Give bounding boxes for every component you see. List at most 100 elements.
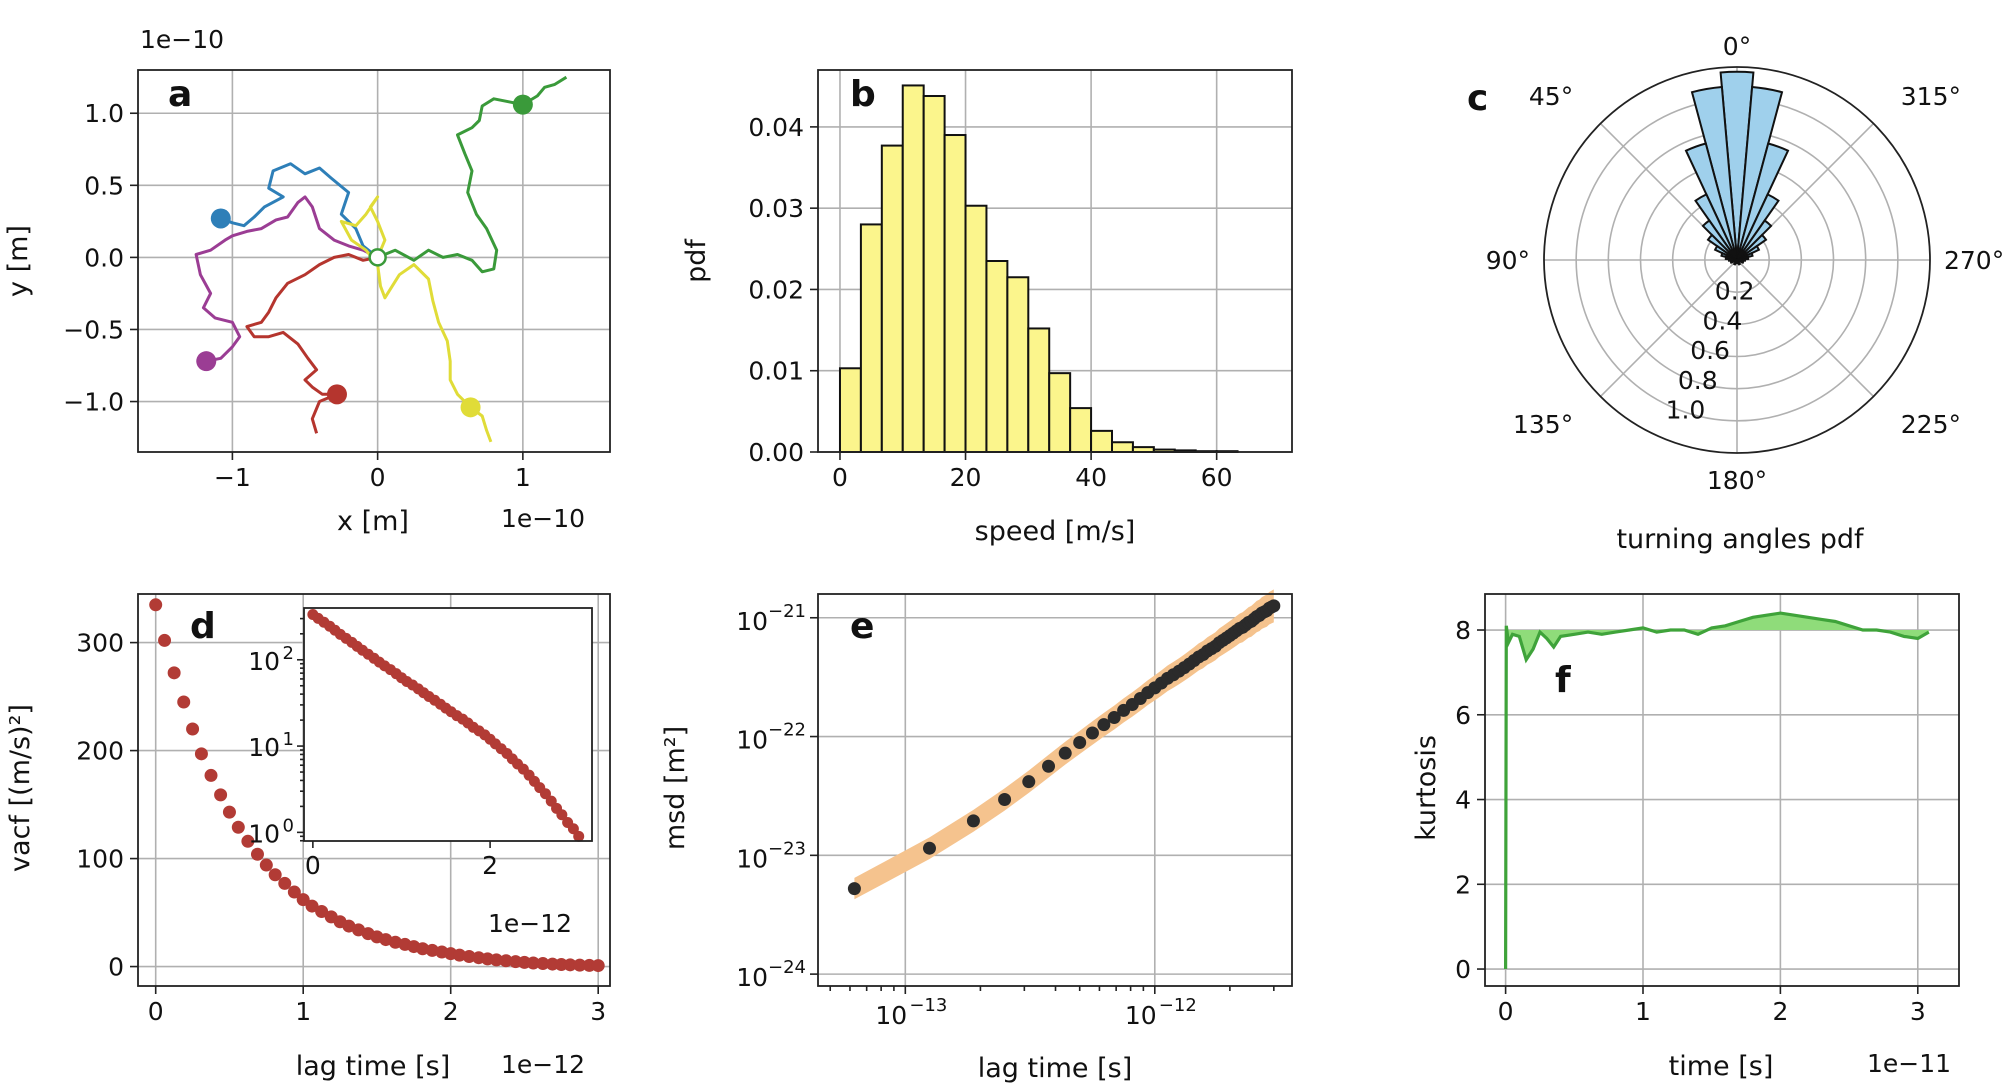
panel-e-x-tick-label: 10 [1125,1001,1157,1030]
panel-d-inset-point [573,830,585,842]
panel-f-y-tick-label: 2 [1455,870,1471,899]
panel-d-vacf-point [149,598,163,612]
panel-e-x-label: lag time [s] [978,1053,1133,1084]
panel-d-x-tick-label: 0 [148,997,164,1026]
panel-d-inset-y-tick-label-base: 10 [248,733,280,762]
panel-e-msd-point [847,882,861,896]
panel-a-trajectory-line [220,162,379,259]
panel-b-histogram-bar [1069,407,1093,453]
panel-f-y-tick-label: 8 [1455,616,1471,645]
panel-d-y-tick-label: 200 [76,737,124,766]
panel-b-x-label: speed [m/s] [975,516,1136,547]
panel-b-x-tick-label: 0 [832,463,848,492]
panel-d-x-tick-label: 2 [443,997,459,1026]
panel-b-histogram-bar [922,95,946,453]
panel-b-speed-histogram: 0 20 40 60 0.00 0.01 0.02 0.03 0.04 b speed [m/s… [681,69,1293,547]
panel-e-x-tick-label: 10 [875,1001,907,1030]
panel-c-radial-tick-label: 0.4 [1702,306,1742,335]
panel-d-vacf-point [536,957,550,971]
panel-a-x-tick-label: 0 [370,463,386,492]
panel-d-y-tick-label: 0 [108,953,124,982]
panel-f-fill-area [1506,613,1929,660]
panel-b-y-tick-label: 0.00 [748,438,804,467]
panel-e-y-tick-label: 10 [736,726,768,755]
panel-b-y-tick-label: 0.02 [748,275,804,304]
panel-e-y-tick-label: 10 [736,963,768,992]
panel-c-angle-label: 45° [1529,82,1573,111]
panel-c-angle-label: 270° [1944,246,2004,275]
panel-a-y-tick-label: −1.0 [63,388,124,417]
panel-a-x-tick-label: −1 [214,463,251,492]
panel-a-trajectory-endpoint [460,397,481,418]
panel-a-y-tick-label: 0.5 [84,171,124,200]
panel-e-y-tick-exponent: −24 [768,957,806,978]
panel-c-angle-label: 225° [1901,410,1961,439]
panel-a-x-offset-text: 1e−10 [501,504,585,533]
panel-d-x-tick-label: 1 [295,997,311,1026]
panel-c-angular-gridline [1736,259,1875,398]
panel-f-kurtosis-line [1503,611,1930,970]
panel-d-vacf-point [278,876,292,890]
panel-b-letter: b [850,74,876,115]
panel-b-histogram-bar [1048,372,1072,454]
panel-d-vacf-point [453,948,467,962]
panel-d-vacf-point [315,904,329,918]
panel-a-trajectory-endpoint [210,208,231,229]
panel-a-y-tick-label: −0.5 [63,315,124,344]
panel-f-x-tick-label: 3 [1910,997,1926,1026]
panel-e-y-tick-exponent: −23 [768,838,806,859]
panel-e-msd-point [1042,759,1056,773]
panel-d-vacf-point [425,943,439,957]
panel-d-vacf-point [158,633,172,647]
panel-d-vacf-point [526,956,540,970]
panel-e-msd-point [922,841,936,855]
panel-b-histogram-bar [859,223,883,453]
panel-c-radial-tick-label: 0.8 [1678,366,1718,395]
panel-f-x-label: time [s] [1669,1051,1774,1082]
panel-e-y-tick-label: 10 [736,844,768,873]
panel-b-histogram-bar [985,260,1009,453]
panel-e-msd-point [1097,718,1111,732]
panel-a-trajectory-line [194,195,379,363]
panel-d-vacf-point [591,959,605,973]
panel-f-y-label: kurtosis [1411,735,1442,841]
panel-d-axes-frame [137,593,611,987]
panel-d-inset-y-tick-exponent: 2 [283,643,294,664]
panel-d-x-offset-text: 1e−12 [501,1050,585,1079]
panel-d-vacf-point [241,834,255,848]
panel-e-msd-point [966,814,980,828]
panel-d-inset-frame [303,607,593,842]
panel-e-y-tick-exponent: −21 [768,601,806,622]
panel-f-axes-frame [1484,593,1960,987]
panel-c-polar-bar [1719,70,1755,261]
panel-f-kurtosis: 0 1 2 3 0 2 4 6 8 f 1e−11 time [s] kurtosis [1411,593,1960,1082]
panel-e-msd-point [998,793,1012,807]
panel-f-y-tick-label: 0 [1455,955,1471,984]
panel-b-y-label: pdf [681,238,712,283]
panel-d-letter: d [190,606,216,647]
panel-d-vacf-point [305,899,319,913]
panel-a-trajectory-endpoint [196,351,217,372]
panel-d-vacf-point [499,954,513,968]
panel-d-inset-y-tick-exponent: 1 [283,729,294,750]
panel-a-y-offset-text: 1e−10 [140,25,224,54]
panel-c-polar-bar [1736,258,1747,262]
panel-d-vacf-point [489,953,503,967]
panel-a-start-point [368,248,387,267]
panel-f-letter: f [1555,660,1571,701]
panel-e-msd-point [1058,746,1072,760]
panel-b-x-tick-label: 20 [950,463,982,492]
panel-a-x-tick-label: 1 [515,463,531,492]
panel-a-trajectory-endpoint [512,94,533,115]
panel-d-y-label: vacf [(m/s)²] [5,704,36,872]
panel-d-inset-x-tick-label: 0 [305,851,321,880]
panel-d-vacf-point [222,805,236,819]
panel-c-angle-label: 0° [1723,32,1751,61]
panel-a-y-label: y [m] [3,225,34,297]
panel-f-x-tick-label: 0 [1498,997,1514,1026]
panel-a-trajectory-line [339,195,493,443]
panel-a-x-label: x [m] [337,506,409,537]
